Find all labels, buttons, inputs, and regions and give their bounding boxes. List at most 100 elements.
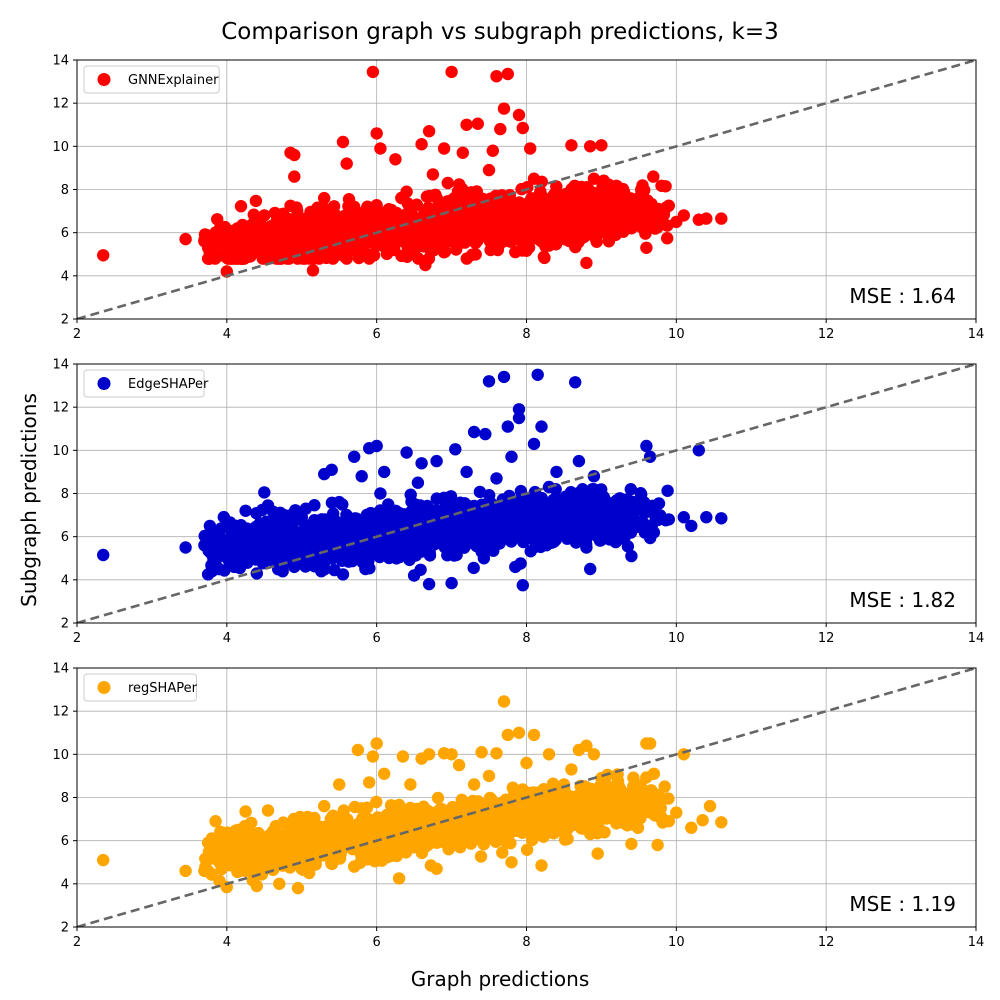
data-point <box>531 368 544 381</box>
legend-marker <box>97 73 111 86</box>
data-point <box>602 793 616 806</box>
data-point <box>288 170 301 183</box>
data-point <box>520 200 533 213</box>
data-point <box>348 200 361 213</box>
data-point <box>179 864 192 878</box>
y-tick-label: 4 <box>61 877 69 892</box>
data-point <box>535 420 548 433</box>
data-point <box>201 252 215 265</box>
data-point <box>617 532 631 545</box>
data-point <box>251 856 264 869</box>
data-point <box>602 235 616 248</box>
scatter-points <box>97 695 728 895</box>
data-point <box>647 767 661 780</box>
data-point <box>420 190 434 203</box>
data-point <box>419 258 432 272</box>
data-point <box>445 748 458 761</box>
data-point <box>460 118 473 131</box>
data-point <box>272 563 285 576</box>
data-point <box>232 865 246 878</box>
data-point <box>617 201 631 214</box>
data-point <box>261 858 275 871</box>
data-point <box>265 230 278 244</box>
data-point <box>565 489 578 502</box>
data-point <box>602 517 616 530</box>
data-point <box>340 530 353 543</box>
y-tick-label: 10 <box>52 748 69 763</box>
data-point <box>357 244 371 258</box>
data-point <box>477 838 490 851</box>
y-tick-label: 8 <box>61 791 69 806</box>
data-point <box>496 493 509 506</box>
chart-panel-2: 2 4 6 8 10 12 14 2 4 6 8 10 12 14 EdgeSHAPer MSE : 1.82 <box>52 358 984 647</box>
x-tick-label: 8 <box>522 327 530 342</box>
data-point <box>636 179 649 192</box>
x-axis-label: Graph predictions <box>411 967 589 991</box>
data-point <box>250 507 263 520</box>
data-point <box>486 144 499 157</box>
data-point <box>237 847 250 861</box>
data-point <box>366 750 380 763</box>
data-point <box>584 140 597 153</box>
y-tick-label: 2 <box>61 617 69 632</box>
data-point <box>179 232 192 246</box>
data-point <box>509 245 522 259</box>
data-point <box>482 769 496 783</box>
data-point <box>575 485 588 498</box>
data-point <box>715 816 728 829</box>
data-point <box>351 743 365 757</box>
data-point <box>670 806 683 819</box>
x-tick-label: 4 <box>223 631 231 646</box>
data-point <box>610 209 623 222</box>
data-point <box>545 218 558 232</box>
data-point <box>234 200 248 213</box>
data-point <box>512 411 526 425</box>
data-point <box>624 483 637 496</box>
data-point <box>340 157 353 170</box>
data-point <box>558 833 572 846</box>
data-point <box>306 264 320 277</box>
data-point <box>460 828 473 841</box>
data-point <box>520 756 533 770</box>
data-point <box>456 146 469 159</box>
data-point <box>400 207 413 221</box>
data-point <box>566 189 579 202</box>
data-point <box>209 235 222 248</box>
data-point <box>643 737 657 750</box>
data-point <box>325 847 338 860</box>
data-point <box>550 465 563 479</box>
legend: regSHAPer <box>83 673 198 702</box>
data-point <box>228 845 241 858</box>
data-point <box>449 235 462 248</box>
data-point <box>422 125 436 138</box>
data-point <box>661 484 674 497</box>
legend: GNNExplainer <box>83 65 220 94</box>
data-point <box>590 199 603 213</box>
data-point <box>179 541 192 554</box>
data-point <box>677 209 690 222</box>
data-point <box>595 508 608 522</box>
data-point <box>382 498 395 511</box>
data-point <box>512 403 526 416</box>
data-point <box>348 512 361 525</box>
data-point <box>700 511 713 524</box>
data-point <box>282 252 296 265</box>
data-point <box>249 544 262 558</box>
data-point <box>409 549 423 562</box>
y-tick-label: 2 <box>61 921 69 936</box>
data-point <box>524 142 537 155</box>
data-point <box>685 821 698 834</box>
y-tick-label: 10 <box>52 140 69 155</box>
data-point <box>520 244 533 257</box>
data-point <box>591 847 604 860</box>
data-point <box>437 246 451 259</box>
data-point <box>632 517 646 530</box>
data-point <box>422 577 436 591</box>
data-point <box>471 117 484 130</box>
scatter-panels: 2 4 6 8 10 12 14 2 4 6 8 10 12 14 GNNExplainer MSE : 1.… <box>52 54 984 951</box>
data-point <box>452 818 465 831</box>
legend: EdgeSHAPer <box>83 369 209 398</box>
data-point <box>588 210 601 224</box>
legend-box <box>83 369 205 398</box>
data-point <box>654 792 668 805</box>
